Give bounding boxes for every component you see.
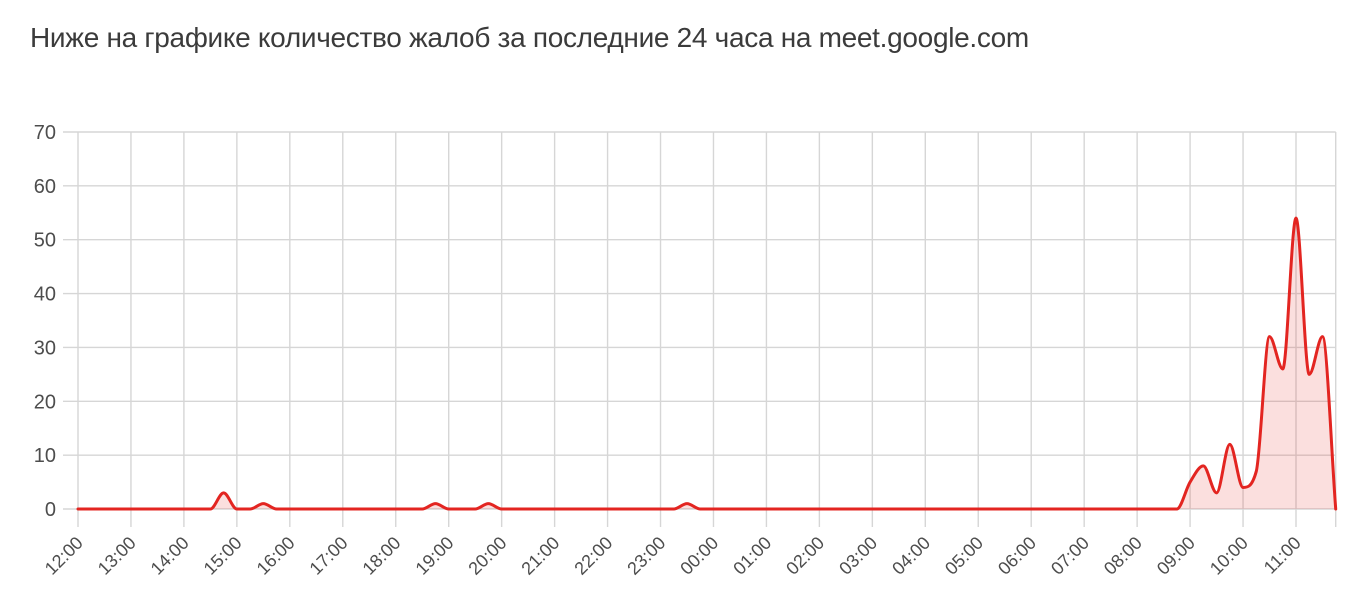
x-axis-label: 05:00 [941, 533, 987, 579]
y-axis-label: 70 [34, 122, 56, 144]
x-axis-label: 01:00 [729, 533, 775, 579]
x-axis-label: 20:00 [464, 533, 510, 579]
x-axis-label: 23:00 [623, 533, 669, 579]
x-axis-label: 07:00 [1047, 533, 1093, 579]
x-axis-label: 02:00 [782, 533, 828, 579]
x-axis-label: 13:00 [94, 533, 140, 579]
x-axis-label: 09:00 [1153, 533, 1199, 579]
x-axis-label: 06:00 [994, 533, 1040, 579]
x-axis-label: 03:00 [835, 533, 881, 579]
x-axis-label: 11:00 [1260, 533, 1305, 578]
x-axis-label: 22:00 [570, 533, 616, 579]
x-axis-label: 14:00 [147, 533, 193, 579]
x-axis-label: 08:00 [1100, 533, 1146, 579]
chart-heading: Ниже на графике количество жалоб за посл… [30, 22, 1029, 53]
y-axis-label: 40 [34, 284, 56, 306]
x-axis-label: 19:00 [412, 533, 458, 579]
series-area [78, 218, 1336, 509]
x-axis-label: 21:00 [517, 533, 563, 579]
x-axis-label: 00:00 [676, 533, 722, 579]
y-axis-label: 0 [45, 499, 56, 521]
x-axis-label: 10:00 [1206, 533, 1252, 579]
y-axis-label: 60 [34, 176, 56, 198]
x-axis-label: 17:00 [306, 533, 352, 579]
x-axis-label: 15:00 [200, 533, 246, 579]
x-axis-label: 12:00 [41, 533, 87, 579]
x-axis-label: 18:00 [359, 533, 405, 579]
y-axis-label: 10 [34, 445, 56, 467]
y-axis-label: 50 [34, 230, 56, 252]
series-line[interactable] [76, 216, 1338, 511]
y-axis-label: 20 [34, 391, 56, 413]
x-axis-label: 16:00 [253, 533, 299, 579]
y-axis-label: 30 [34, 337, 56, 359]
x-axis-label: 04:00 [888, 533, 934, 579]
